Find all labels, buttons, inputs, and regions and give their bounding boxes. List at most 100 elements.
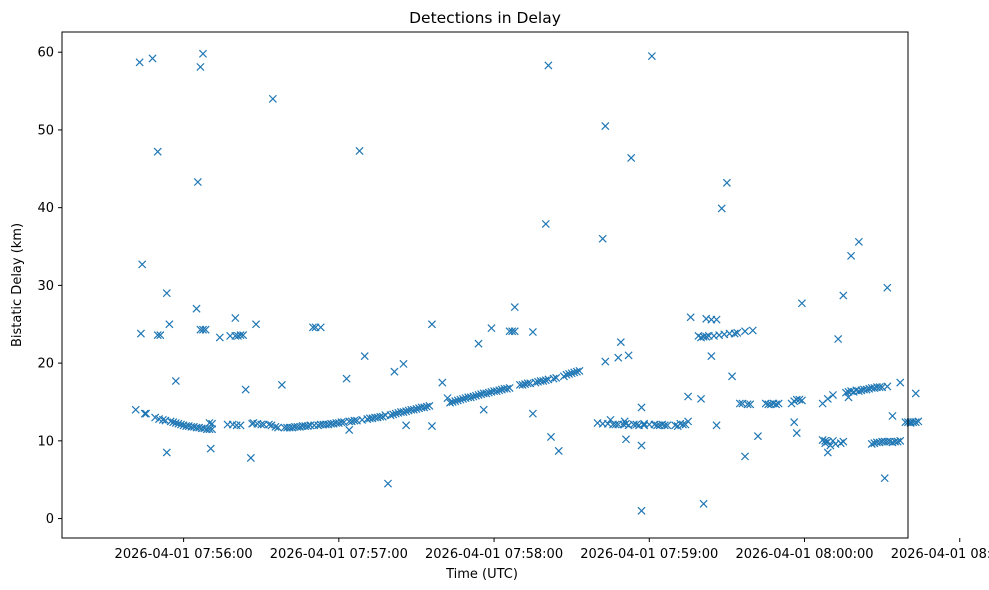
x-tick-label: 2026-04-01 07:57:00 bbox=[270, 547, 408, 562]
data-point bbox=[192, 304, 201, 313]
data-point bbox=[131, 405, 140, 414]
data-point bbox=[627, 153, 636, 162]
data-point bbox=[684, 417, 693, 426]
data-point bbox=[136, 329, 145, 338]
data-point bbox=[531, 378, 540, 387]
data-point bbox=[797, 299, 806, 308]
data-point bbox=[196, 62, 205, 72]
data-point bbox=[528, 409, 537, 418]
data-point bbox=[549, 374, 558, 383]
data-point bbox=[142, 409, 151, 418]
data-point bbox=[208, 419, 217, 428]
data-point bbox=[206, 444, 215, 453]
data-point bbox=[647, 52, 656, 61]
data-point bbox=[508, 327, 517, 336]
data-point bbox=[722, 178, 731, 187]
data-point bbox=[774, 399, 783, 408]
data-point bbox=[572, 367, 581, 376]
data-point bbox=[888, 411, 897, 420]
data-point bbox=[575, 366, 584, 375]
data-point bbox=[867, 439, 876, 448]
data-point bbox=[443, 394, 452, 403]
data-point bbox=[492, 387, 501, 396]
data-point bbox=[495, 386, 504, 395]
y-tick-label: 10 bbox=[37, 434, 54, 449]
data-point bbox=[469, 392, 478, 401]
data-point bbox=[678, 420, 687, 429]
data-point bbox=[624, 351, 633, 360]
data-point bbox=[383, 479, 393, 488]
data-point bbox=[621, 435, 631, 444]
y-tick-label: 0 bbox=[46, 512, 54, 527]
y-tick-label: 20 bbox=[37, 357, 54, 372]
data-point bbox=[565, 369, 574, 379]
data-point bbox=[412, 404, 421, 413]
data-point bbox=[148, 54, 157, 63]
data-point bbox=[616, 338, 625, 347]
data-point bbox=[193, 177, 202, 187]
data-point bbox=[740, 452, 750, 461]
data-point bbox=[241, 385, 250, 394]
data-point bbox=[614, 353, 623, 362]
data-point bbox=[274, 423, 283, 432]
data-point bbox=[510, 303, 519, 312]
data-point bbox=[671, 421, 680, 430]
data-point bbox=[544, 61, 553, 70]
data-point bbox=[541, 376, 550, 385]
data-point bbox=[162, 289, 171, 298]
data-point bbox=[712, 421, 721, 430]
data-point bbox=[697, 394, 706, 403]
data-point bbox=[198, 325, 208, 334]
x-tick-label: 2026-04-01 08:00:00 bbox=[735, 547, 873, 562]
data-point bbox=[482, 389, 491, 398]
data-point bbox=[562, 370, 571, 379]
data-point bbox=[448, 397, 457, 407]
data-point bbox=[611, 420, 620, 429]
data-point bbox=[502, 384, 512, 393]
x-axis-label: Time (UTC) bbox=[445, 567, 518, 582]
data-point bbox=[171, 418, 180, 427]
data-point bbox=[637, 441, 646, 450]
data-points bbox=[131, 49, 923, 515]
data-point bbox=[862, 385, 871, 394]
data-point bbox=[427, 320, 436, 329]
data-point bbox=[391, 409, 400, 418]
data-point bbox=[637, 506, 646, 515]
data-point bbox=[271, 422, 280, 431]
data-point bbox=[389, 410, 398, 419]
data-point bbox=[847, 251, 856, 260]
data-point bbox=[896, 378, 905, 387]
data-point bbox=[345, 425, 354, 434]
data-point bbox=[707, 352, 716, 361]
data-point bbox=[911, 389, 920, 398]
data-point bbox=[790, 418, 799, 427]
x-tick-label: 2026-04-01 07:58:00 bbox=[425, 547, 563, 562]
data-point bbox=[893, 437, 902, 446]
data-point bbox=[456, 395, 465, 404]
data-point bbox=[702, 332, 711, 341]
data-point bbox=[699, 499, 708, 508]
data-point bbox=[316, 323, 325, 332]
data-point bbox=[518, 380, 527, 389]
data-point bbox=[158, 415, 167, 424]
data-point bbox=[205, 418, 214, 427]
data-point bbox=[914, 417, 923, 426]
data-point bbox=[153, 331, 162, 340]
data-point bbox=[839, 291, 848, 300]
data-point bbox=[541, 219, 550, 229]
data-point bbox=[598, 234, 607, 243]
data-point bbox=[883, 283, 892, 292]
data-point bbox=[231, 314, 240, 323]
data-point bbox=[360, 352, 369, 361]
data-point bbox=[601, 357, 610, 366]
data-point bbox=[153, 147, 162, 156]
data-point bbox=[728, 372, 737, 381]
data-point bbox=[828, 390, 837, 400]
data-point bbox=[823, 394, 832, 403]
data-point bbox=[342, 374, 351, 383]
data-point bbox=[174, 419, 183, 428]
data-point bbox=[171, 376, 180, 386]
data-point bbox=[740, 327, 750, 336]
data-point bbox=[896, 436, 905, 445]
